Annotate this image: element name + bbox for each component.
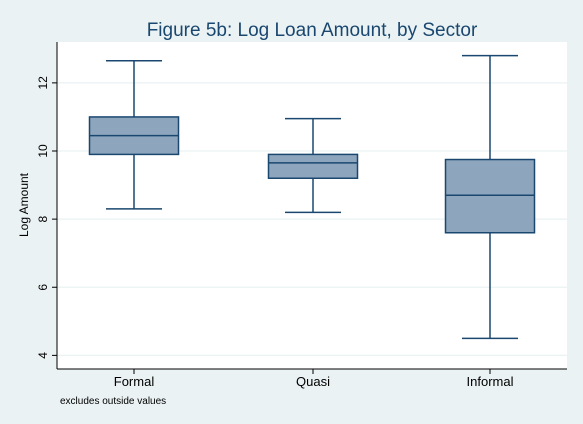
y-tick-label-8: 8	[36, 215, 50, 222]
y-tick-label-6: 6	[36, 284, 50, 291]
y-axis-label: Log Amount	[17, 172, 31, 237]
boxes-layer	[88, 54, 536, 340]
box-informal	[444, 54, 536, 340]
iqr-box-informal	[444, 158, 536, 234]
x-tick-label-informal: Informal	[467, 374, 514, 389]
y-tick-label-12: 12	[36, 76, 50, 90]
chart-title: Figure 5b: Log Loan Amount, by Sector	[147, 20, 478, 41]
axes-layer: 4 6 8 10 12 Formal Quasi Informal	[36, 42, 567, 389]
box-formal	[88, 59, 180, 210]
iqr-box-quasi	[267, 153, 359, 179]
x-tick-label-quasi: Quasi	[296, 374, 330, 389]
y-tick-label-10: 10	[36, 144, 50, 158]
box-quasi	[267, 117, 359, 214]
y-tick-label-4: 4	[36, 352, 50, 359]
x-tick-label-formal: Formal	[114, 374, 155, 389]
footnote: excludes outside values	[60, 396, 166, 407]
